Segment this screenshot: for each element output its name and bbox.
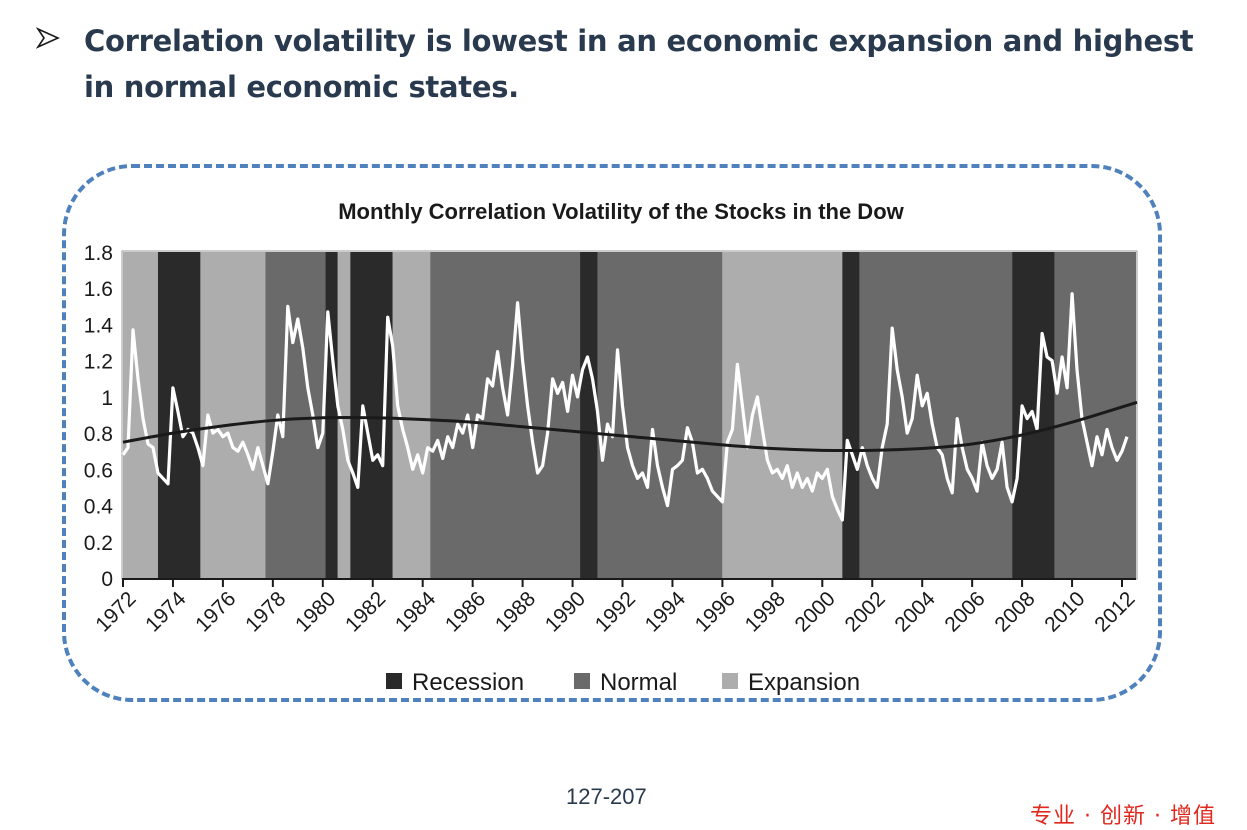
x-tick-label: 2006: [940, 587, 989, 636]
x-tick-label: 1990: [541, 587, 590, 636]
x-tick-label: 1984: [391, 587, 441, 637]
regime-band-normal: [598, 252, 723, 578]
y-tick-label: 0.4: [84, 496, 114, 519]
regime-band-normal: [430, 252, 580, 578]
regime-band-expansion: [200, 252, 265, 578]
y-tick-label: 1.8: [84, 242, 113, 265]
chart-title: Monthly Correlation Volatility of the St…: [338, 199, 904, 224]
y-tick-label: 0.2: [84, 532, 113, 555]
legend-swatch-recession: [386, 673, 402, 689]
x-tick-label: 1982: [341, 587, 390, 636]
y-tick-label: 0: [101, 568, 113, 591]
y-tick-label: 0.6: [84, 459, 113, 482]
x-tick-label: 1978: [241, 587, 290, 636]
chart-legend: Recession Normal Expansion: [386, 669, 860, 696]
x-tick-label: 1988: [491, 587, 540, 636]
slogan-text: 专业 · 创新 · 增值: [1030, 798, 1216, 830]
regime-band-recession: [325, 252, 337, 578]
x-tick-label: 2010: [1040, 587, 1089, 636]
x-tick-label: 1972: [91, 587, 140, 636]
x-tick-label: 1976: [191, 587, 240, 636]
y-tick-label: 0.8: [84, 423, 113, 446]
y-tick-label: 1: [101, 387, 113, 410]
x-tick-label: 1980: [291, 587, 340, 636]
regime-band-recession: [350, 252, 392, 578]
legend-label-normal: Normal: [600, 669, 677, 696]
regime-band-normal: [860, 252, 1012, 578]
y-tick-label: 1.6: [84, 278, 113, 301]
x-tick-label: 1994: [641, 587, 691, 637]
page-number: 127-207: [566, 784, 647, 810]
regime-band-recession: [842, 252, 859, 578]
regime-band-recession: [580, 252, 597, 578]
x-tick-label: 1986: [441, 587, 490, 636]
legend-swatch-expansion: [722, 673, 738, 689]
x-tick-label: 1996: [691, 587, 740, 636]
regime-band-normal: [265, 252, 325, 578]
y-tick-label: 1.2: [84, 351, 113, 374]
x-tick-label: 1974: [141, 587, 191, 637]
x-tick-label: 2008: [990, 587, 1039, 636]
x-tick-label: 2004: [890, 587, 940, 637]
x-tick-label: 2012: [1090, 587, 1139, 636]
x-tick-label: 1998: [741, 587, 790, 636]
regime-bands: [122, 251, 1137, 579]
legend-label-expansion: Expansion: [748, 669, 860, 696]
x-tick-label: 1992: [591, 587, 640, 636]
x-tick-label: 2000: [791, 587, 840, 636]
regime-band-expansion: [722, 252, 842, 578]
y-tick-label: 1.4: [84, 314, 114, 337]
legend-label-recession: Recession: [412, 669, 524, 696]
legend-swatch-normal: [574, 673, 590, 689]
x-tick-label: 2002: [840, 587, 889, 636]
